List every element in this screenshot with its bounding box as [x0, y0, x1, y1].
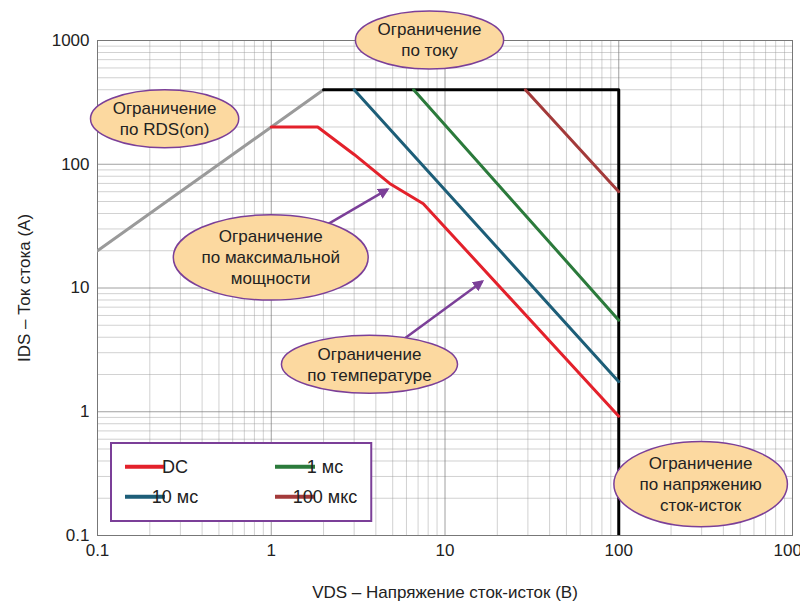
svg-text:Ограничениепо току: Ограничениепо току	[378, 20, 482, 60]
svg-text:100 мкс: 100 мкс	[293, 487, 358, 507]
svg-text:1 мс: 1 мс	[307, 457, 343, 477]
svg-text:IDS – Ток стока (А): IDS – Ток стока (А)	[15, 214, 34, 362]
svg-text:DC: DC	[162, 457, 188, 477]
svg-text:100: 100	[61, 155, 89, 174]
svg-text:Ограничениепо максимальноймощн: Ограничениепо максимальноймощности	[202, 227, 340, 288]
svg-text:0.1: 0.1	[65, 525, 90, 545]
svg-text:1: 1	[267, 541, 276, 560]
svg-text:100: 100	[605, 541, 633, 560]
svg-text:VDS – Напряжение сток-исток (В: VDS – Напряжение сток-исток (В)	[312, 583, 578, 602]
svg-text:Ограничениепо температуре: Ограничениепо температуре	[307, 345, 432, 385]
svg-text:Ограничениепо напряжениюсток-и: Ограничениепо напряжениюсток-исток	[639, 454, 762, 515]
svg-text:0.1: 0.1	[86, 541, 110, 560]
svg-text:1000: 1000	[52, 31, 90, 50]
svg-text:10: 10	[71, 278, 90, 297]
svg-text:1: 1	[80, 402, 89, 421]
svg-text:10: 10	[436, 541, 455, 560]
svg-text:Ограничениепо RDS(on): Ограничениепо RDS(on)	[113, 99, 217, 139]
svg-text:10 мс: 10 мс	[152, 487, 198, 507]
svg-text:1000: 1000	[774, 541, 800, 560]
